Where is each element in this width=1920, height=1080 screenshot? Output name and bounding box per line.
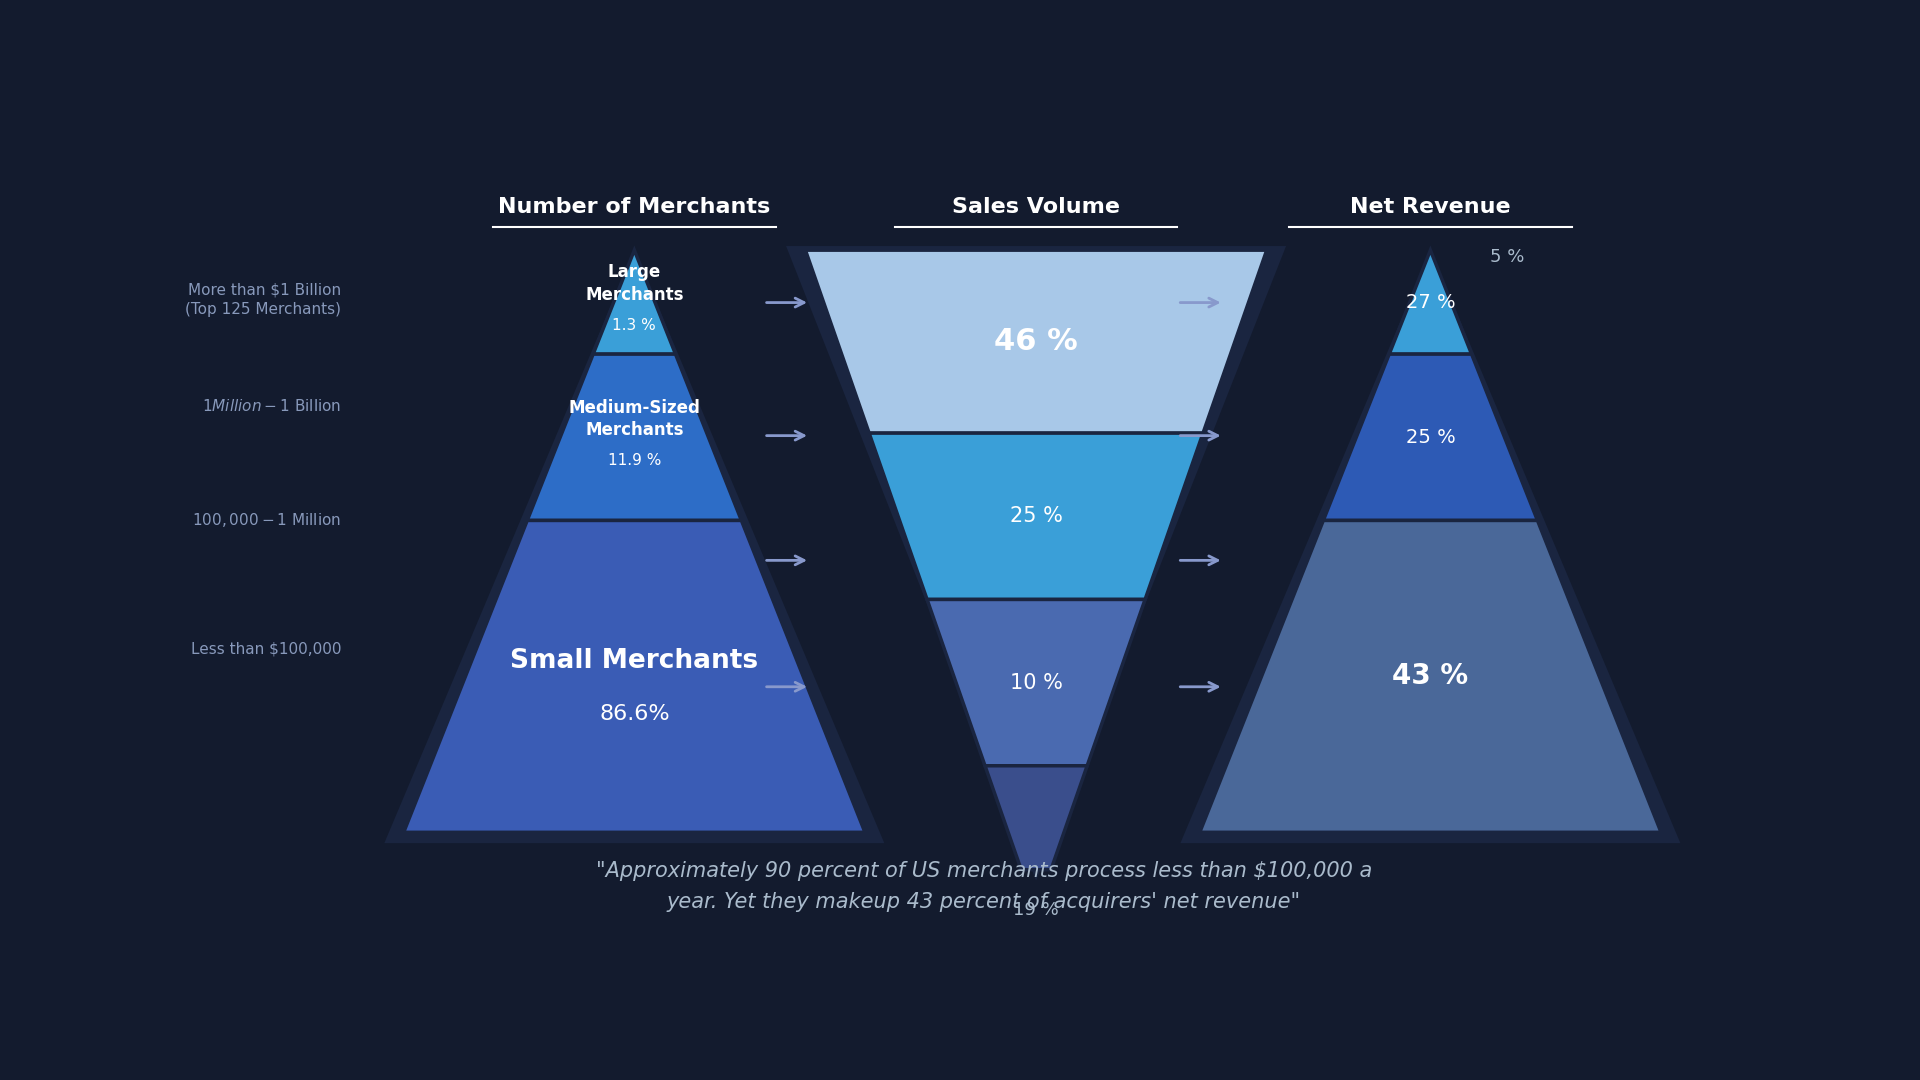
Text: Small Merchants: Small Merchants <box>511 648 758 674</box>
Text: 25 %: 25 % <box>1405 428 1455 447</box>
Text: 86.6%: 86.6% <box>599 704 670 724</box>
Text: $100,000 - $1 Million: $100,000 - $1 Million <box>192 512 342 529</box>
Text: 46 %: 46 % <box>995 327 1077 356</box>
Text: $1 Million - $1 Billion: $1 Million - $1 Billion <box>202 397 342 414</box>
Polygon shape <box>384 251 885 843</box>
Polygon shape <box>1390 251 1471 354</box>
Polygon shape <box>985 766 1087 869</box>
Text: Less than $100,000: Less than $100,000 <box>190 642 342 657</box>
Polygon shape <box>1181 251 1680 843</box>
Polygon shape <box>403 521 864 833</box>
Polygon shape <box>1200 521 1661 833</box>
Text: 1.3 %: 1.3 % <box>612 318 657 333</box>
Text: Number of Merchants: Number of Merchants <box>497 197 770 217</box>
Polygon shape <box>1323 354 1538 521</box>
Text: Medium-Sized
Merchants: Medium-Sized Merchants <box>568 399 701 440</box>
Polygon shape <box>870 433 1204 599</box>
Polygon shape <box>927 599 1144 766</box>
Polygon shape <box>785 246 1286 880</box>
Text: Net Revenue: Net Revenue <box>1350 197 1511 217</box>
Polygon shape <box>528 354 741 521</box>
Polygon shape <box>806 251 1267 433</box>
Text: 27 %: 27 % <box>1405 293 1455 312</box>
Text: "Approximately 90 percent of US merchants process less than $100,000 a
year. Yet: "Approximately 90 percent of US merchant… <box>595 861 1373 912</box>
Polygon shape <box>593 251 676 354</box>
Text: 25 %: 25 % <box>1010 507 1062 526</box>
Text: 10 %: 10 % <box>1010 673 1062 692</box>
Text: Large
Merchants: Large Merchants <box>586 264 684 305</box>
Text: 19 %: 19 % <box>1014 902 1060 919</box>
Text: More than $1 Billion
(Top 125 Merchants): More than $1 Billion (Top 125 Merchants) <box>184 283 342 318</box>
Text: 43 %: 43 % <box>1392 662 1469 690</box>
Text: Sales Volume: Sales Volume <box>952 197 1119 217</box>
Text: 5 %: 5 % <box>1490 247 1524 266</box>
Text: 11.9 %: 11.9 % <box>607 454 660 468</box>
